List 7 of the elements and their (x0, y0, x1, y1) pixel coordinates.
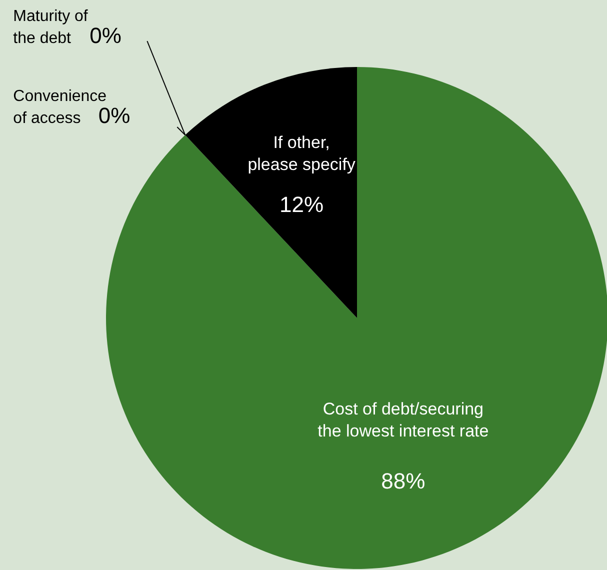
category-label: Maturity of the debt (13, 8, 88, 48)
slice-label: If other, please specify (248, 132, 356, 174)
text: 0% (98, 103, 130, 128)
data-label: 88% (381, 468, 426, 494)
data-label: 12% (280, 192, 324, 217)
text: 0% (90, 23, 122, 48)
slice-label: Cost of debt/securing the lowest interest rate (318, 400, 489, 441)
